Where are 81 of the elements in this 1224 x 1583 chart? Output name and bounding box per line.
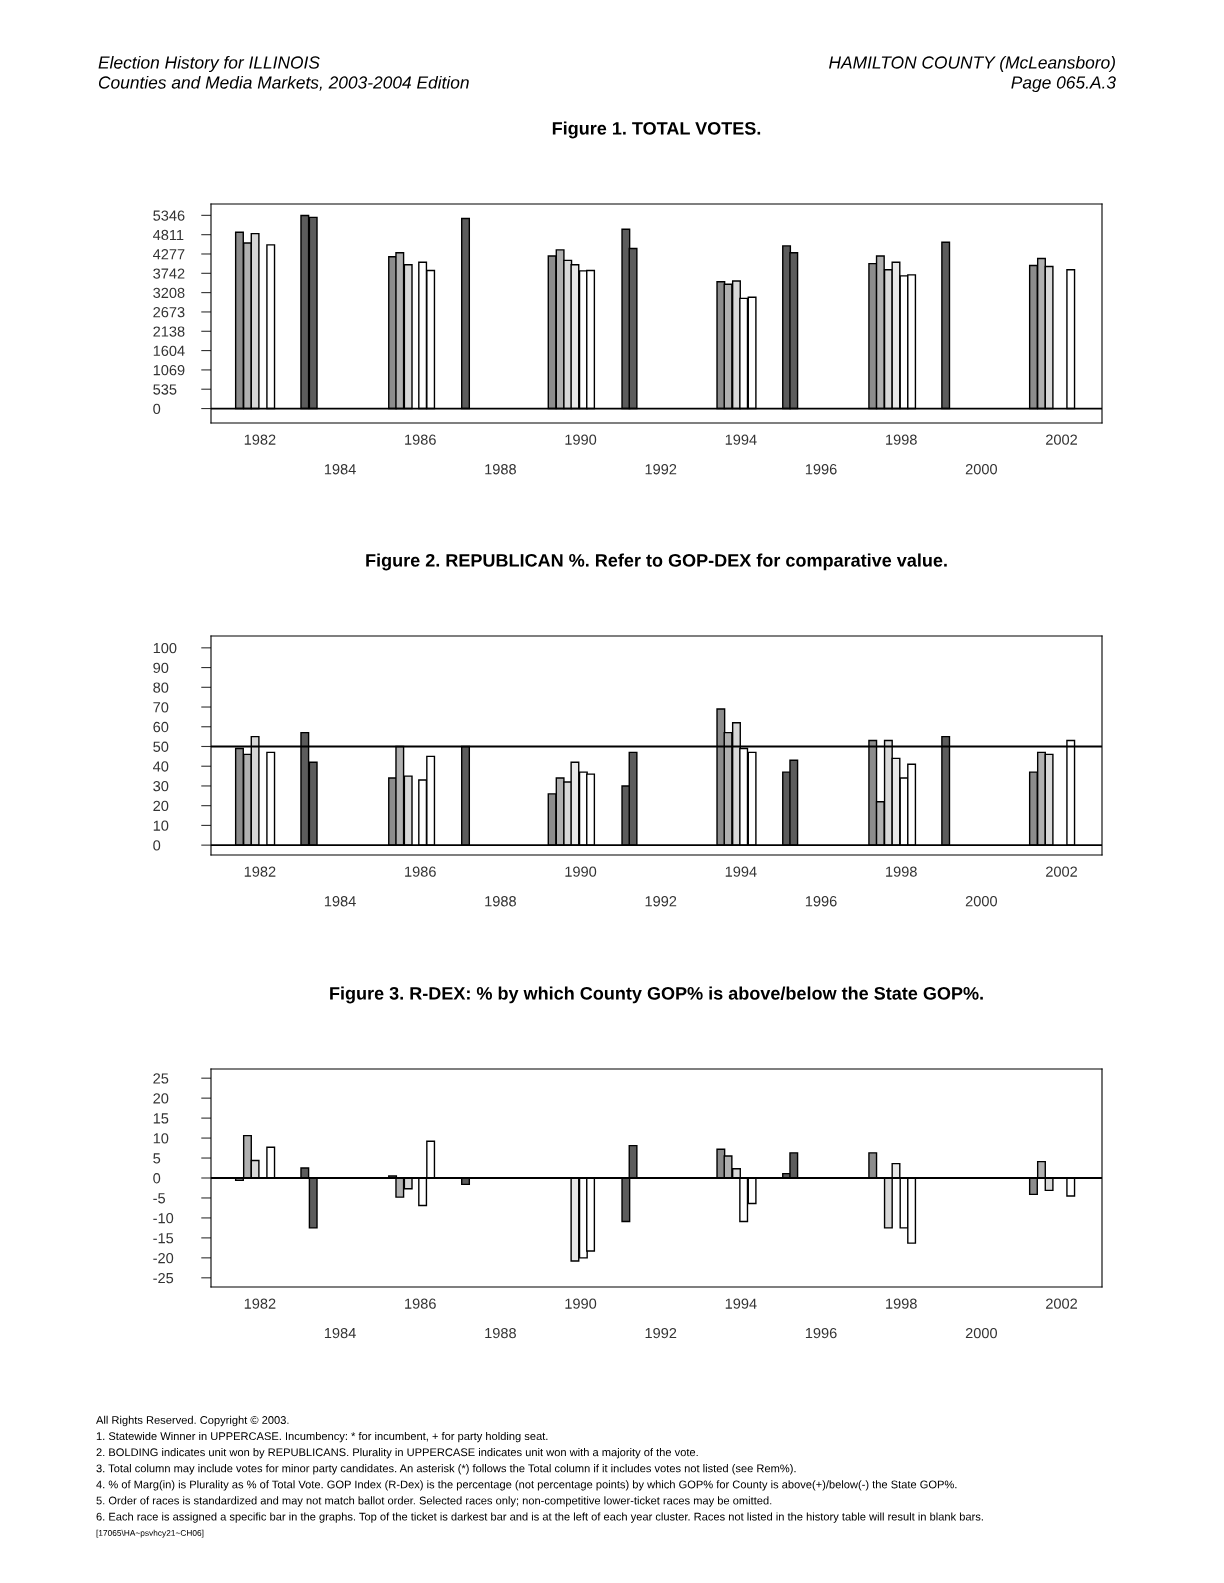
y-tick-label: 4277 [153, 249, 185, 260]
y-tick-label: 3208 [153, 287, 185, 299]
y-tick-label: 0 [153, 1173, 161, 1184]
x2-tick-label: 1996 [805, 896, 837, 907]
y-tick-label: 20 [153, 1093, 169, 1104]
text: [17065\HA~psvhcy21~CH06] [96, 1529, 204, 1538]
x2-tick-label: 1988 [485, 1327, 516, 1339]
y-tick-label: 80 [153, 682, 169, 693]
text: 3. Total column may include votes for minor party candidates. An asterisk (*) follows the Total column if it includes votes not listed (see Rem%). [96, 1464, 796, 1475]
y-tick-label: 0 [153, 840, 161, 851]
x2-tick-label: 1992 [645, 464, 677, 475]
x-tick-label: 1994 [725, 1298, 757, 1309]
x2-tick-label: 1984 [324, 896, 356, 907]
x-tick-label: 2002 [1046, 1298, 1078, 1309]
x2-tick-label: 1984 [324, 1327, 356, 1339]
x2-tick-label: 1988 [485, 896, 516, 907]
x2-tick-label: 2000 [965, 464, 998, 475]
y-tick-label: 10 [153, 1133, 169, 1144]
x-tick-label: 1998 [886, 1298, 917, 1309]
text: HAMILTON COUNTY (McLeansboro) [829, 55, 1115, 73]
y-tick-label: 30 [153, 781, 169, 792]
text: 4. % of Marg(in) is Plurality as % of Total Vote. GOP Index (R-Dex) is the percentage (not percentage points) by which GOP% for County is above(+)/below(-) the State GOP%. [96, 1480, 957, 1491]
x-tick-label: 2002 [1046, 866, 1078, 877]
y-tick-label: 70 [153, 702, 169, 713]
y-tick-label: 5346 [153, 210, 185, 221]
y-tick-label: -25 [153, 1272, 174, 1284]
y-tick-label: 5 [153, 1153, 161, 1164]
x-tick-label: 1982 [244, 1298, 276, 1309]
chart-title: Figure 2. REPUBLICAN %. Refer to GOP-DEX for comparative value. [366, 553, 947, 571]
x2-tick-label: 1992 [645, 896, 677, 907]
x-tick-label: 1998 [886, 866, 917, 877]
x2-tick-label: 2000 [965, 896, 998, 907]
chart-title: Figure 3. R-DEX: % by which County GOP% is above/below the State GOP%. [330, 986, 983, 1004]
y-tick-label: 60 [153, 721, 169, 733]
y-tick-label: 1604 [153, 345, 185, 357]
text: All Rights Reserved. Copyright © 2003. [96, 1415, 289, 1427]
x-tick-label: 1982 [244, 434, 276, 445]
x-tick-label: 1998 [886, 434, 917, 445]
y-tick-label: 0 [153, 403, 161, 414]
y-tick-label: -10 [153, 1213, 174, 1224]
x2-tick-label: 1988 [485, 464, 516, 475]
y-tick-label: 3742 [153, 268, 185, 279]
y-tick-label: -20 [153, 1252, 174, 1264]
x-tick-label: 1990 [565, 1298, 597, 1309]
x2-tick-label: 1992 [645, 1327, 677, 1339]
x-tick-label: 1990 [565, 434, 597, 445]
chart-title: Figure 1. TOTAL VOTES. [552, 121, 761, 139]
x-tick-label: 1994 [725, 434, 757, 445]
y-tick-label: 2673 [153, 307, 185, 318]
x2-tick-label: 1996 [805, 464, 837, 475]
x-tick-label: 1986 [405, 434, 436, 445]
text: Page 065.A.3 [1011, 76, 1116, 93]
y-tick-label: 100 [153, 642, 177, 654]
y-tick-label: 15 [153, 1113, 169, 1124]
y-tick-label: -5 [153, 1193, 166, 1204]
text: 2. BOLDING indicates unit won by REPUBLICANS. Plurality in UPPERCASE indicates unit won with a majority of the vote. [96, 1448, 698, 1459]
text: 1. Statewide Winner in UPPERCASE. Incumbency: * for incumbent, + for party holding seat. [96, 1431, 548, 1443]
x-tick-label: 1986 [405, 866, 436, 877]
x-tick-label: 1994 [725, 866, 757, 877]
y-tick-label: 20 [153, 800, 169, 812]
text: Counties and Media Markets, 2003-2004 Edition [98, 75, 469, 91]
y-tick-label: 4811 [153, 229, 184, 241]
y-tick-label: 25 [153, 1073, 169, 1084]
y-tick-label: 1069 [153, 365, 185, 376]
y-tick-label: 10 [153, 820, 169, 831]
y-tick-label: 90 [153, 662, 169, 673]
x2-tick-label: 1984 [324, 464, 356, 475]
x-tick-label: 1982 [244, 866, 276, 877]
text: 5. Order of races is standardized and may not match ballot order. Selected races only; non-competitive lower-ticket races may be omitted. [96, 1496, 772, 1507]
y-tick-label: 2138 [153, 326, 185, 337]
x2-tick-label: 1996 [805, 1327, 837, 1339]
y-tick-label: 535 [153, 384, 177, 395]
x-tick-label: 2002 [1046, 434, 1078, 445]
y-tick-label: 50 [153, 741, 169, 752]
x-tick-label: 1990 [565, 866, 597, 877]
x2-tick-label: 2000 [965, 1327, 998, 1339]
x-tick-label: 1986 [405, 1298, 436, 1309]
text: 6. Each race is assigned a specific bar in the graphs. Top of the ticket is darkest bar and is at the left of each year cluster. Races not listed in the history table will result in blank bars. [96, 1512, 983, 1523]
text: Election History for ILLINOIS [98, 55, 320, 73]
y-tick-label: -15 [153, 1233, 174, 1244]
y-tick-label: 40 [153, 761, 169, 772]
